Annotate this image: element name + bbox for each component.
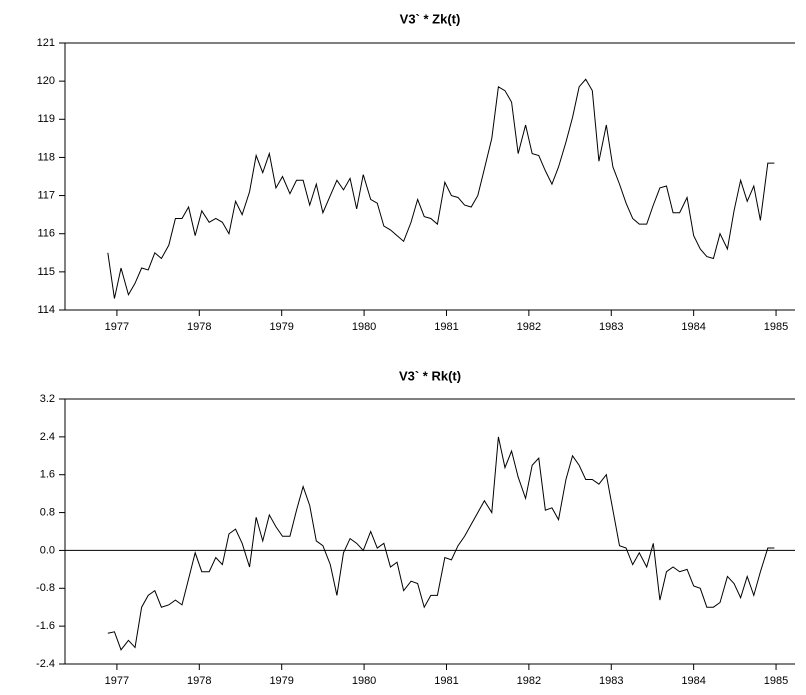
x-tick-label: 1982 [517, 675, 541, 687]
x-tick-label: 1979 [269, 321, 293, 333]
x-tick-label: 1980 [352, 321, 376, 333]
x-tick-label: 1985 [764, 675, 788, 687]
y-tick-label: 119 [37, 113, 55, 125]
data-line [107, 436, 775, 651]
x-tick-label: 1983 [599, 321, 623, 333]
y-tick-label: -0.8 [36, 582, 55, 594]
y-tick-label: -1.6 [36, 620, 55, 632]
x-tick-label: 1977 [105, 675, 129, 687]
y-tick-label: 2.4 [40, 431, 55, 443]
x-tick-label: 1977 [105, 321, 129, 333]
data-line [107, 78, 775, 299]
y-tick-label: 115 [37, 266, 55, 278]
y-tick-label: 0.0 [40, 544, 55, 556]
x-tick-label: 1980 [352, 675, 376, 687]
y-tick-label: 116 [37, 228, 55, 240]
y-tick-label: 117 [37, 189, 55, 201]
chart-title: V3` * Rk(t) [399, 368, 461, 383]
y-tick-label: 1.6 [40, 469, 55, 481]
y-tick-label: -2.4 [36, 658, 55, 670]
x-tick-label: 1981 [434, 675, 458, 687]
y-tick-label: 114 [37, 304, 55, 316]
chart-title: V3` * Zk(t) [400, 11, 461, 26]
y-tick-label: 120 [37, 75, 55, 87]
x-tick-label: 1982 [517, 321, 541, 333]
y-tick-label: 3.2 [40, 393, 55, 405]
x-tick-label: 1985 [764, 321, 788, 333]
y-tick-label: 118 [37, 151, 55, 163]
y-tick-label: 121 [37, 37, 55, 49]
x-tick-label: 1979 [269, 675, 293, 687]
x-tick-label: 1984 [681, 675, 705, 687]
y-tick-label: 0.8 [40, 506, 55, 518]
x-tick-label: 1981 [434, 321, 458, 333]
x-tick-label: 1983 [599, 675, 623, 687]
x-tick-label: 1984 [681, 321, 705, 333]
x-tick-label: 1978 [187, 321, 211, 333]
x-tick-label: 1978 [187, 675, 211, 687]
